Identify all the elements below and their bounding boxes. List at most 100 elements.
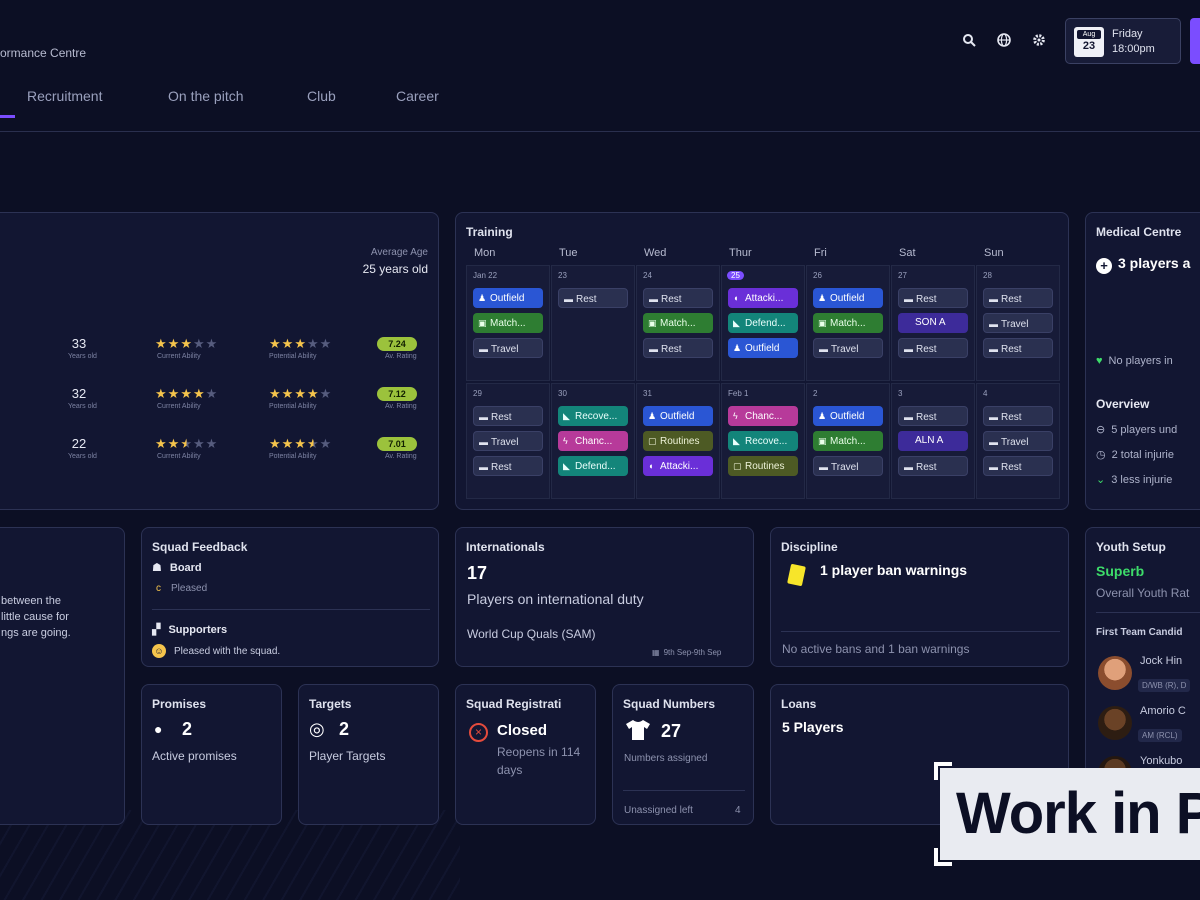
tab-club[interactable]: Club bbox=[307, 88, 336, 104]
tab-recruitment[interactable]: Recruitment bbox=[27, 88, 103, 104]
training-session-chip[interactable]: ◖ Attacki... bbox=[728, 288, 798, 308]
training-day-cell[interactable]: 28 ▬ Rest ▬ Travel ▬ Rest bbox=[976, 265, 1060, 381]
training-session-chip[interactable]: ▬ Rest bbox=[898, 338, 968, 358]
training-session-chip[interactable]: ▢ Routines bbox=[643, 431, 713, 451]
training-day-cell[interactable]: 3 ▬ Rest ALN A ▬ Rest bbox=[891, 383, 975, 499]
tab-on-the-pitch[interactable]: On the pitch bbox=[168, 88, 244, 104]
training-session-chip[interactable]: ▬ Rest bbox=[898, 288, 968, 308]
training-day-cell[interactable]: 2 ♟ Outfield ▣ Match... ▬ Travel bbox=[806, 383, 890, 499]
session-label: Rest bbox=[491, 462, 512, 473]
medical-centre-panel[interactable]: Medical Centre +3 players a ♥ No players … bbox=[1085, 212, 1200, 510]
training-session-chip[interactable]: ▬ Travel bbox=[983, 431, 1053, 451]
training-session-chip[interactable]: ◣ Defend... bbox=[558, 456, 628, 476]
training-session-chip[interactable]: ▬ Rest bbox=[898, 406, 968, 426]
training-day-cell[interactable]: Jan 22 ♟ Outfield ▣ Match... ▬ Travel bbox=[466, 265, 550, 381]
overview-item-2-text: 2 total injurie bbox=[1111, 449, 1174, 461]
training-session-chip[interactable]: ▣ Match... bbox=[643, 313, 713, 333]
supporters-row: ▞ Supporters bbox=[152, 623, 227, 636]
targets-panel[interactable]: Targets ◎ 2 Player Targets bbox=[298, 684, 439, 825]
training-day-cell[interactable]: 31 ♟ Outfield ▢ Routines ◖ Attacki... bbox=[636, 383, 720, 499]
training-session-chip[interactable]: ▬ Rest bbox=[983, 288, 1053, 308]
continue-button[interactable] bbox=[1190, 18, 1200, 64]
training-session-chip[interactable]: ♟ Outfield bbox=[813, 406, 883, 426]
training-session-chip[interactable]: ▬ Rest bbox=[898, 456, 968, 476]
training-day-cell[interactable]: 4 ▬ Rest ▬ Travel ▬ Rest bbox=[976, 383, 1060, 499]
training-day-cell[interactable]: 26 ♟ Outfield ▣ Match... ▬ Travel bbox=[806, 265, 890, 381]
search-icon[interactable] bbox=[961, 33, 977, 49]
training-day-cell[interactable]: 29 ▬ Rest ▬ Travel ▬ Rest bbox=[466, 383, 550, 499]
candidate-1-position: D/WB (R), D bbox=[1138, 679, 1191, 692]
training-day-cell[interactable]: 25 ◖ Attacki... ◣ Defend... ♟ Outfield bbox=[721, 265, 805, 381]
training-session-chip[interactable]: ▬ Rest bbox=[473, 456, 543, 476]
training-day-cell[interactable]: 24 ▬ Rest ▣ Match... ▬ Rest bbox=[636, 265, 720, 381]
training-session-chip[interactable]: ◣ Recove... bbox=[558, 406, 628, 426]
training-session-chip[interactable]: ▢ Routines bbox=[728, 456, 798, 476]
gear-icon[interactable] bbox=[1031, 33, 1047, 49]
tab-career[interactable]: Career bbox=[396, 88, 439, 104]
candidate-2-name[interactable]: Amorio C bbox=[1140, 705, 1186, 717]
training-session-chip[interactable]: ◣ Recove... bbox=[728, 431, 798, 451]
training-session-chip[interactable]: ϟ Chanc... bbox=[558, 431, 628, 451]
session-label: Outfield bbox=[745, 343, 780, 354]
training-day-cell[interactable]: Feb 1 ϟ Chanc... ◣ Recove... ▢ Routines bbox=[721, 383, 805, 499]
training-session-chip[interactable]: ▬ Travel bbox=[983, 313, 1053, 333]
training-day-cell[interactable]: 27 ▬ Rest SON A ▬ Rest bbox=[891, 265, 975, 381]
candidate-1-name[interactable]: Jock Hin bbox=[1140, 655, 1183, 667]
player-row[interactable]: 33 Years old ★★★★★ Current Ability ★★★★★ Pote… bbox=[0, 336, 431, 370]
training-session-chip[interactable]: ◣ Defend... bbox=[728, 313, 798, 333]
squad-feedback-panel[interactable]: Squad Feedback ☗ Board c Pleased ▞ Supporte… bbox=[141, 527, 439, 667]
board-label: Board bbox=[169, 562, 202, 574]
training-session-chip[interactable]: ϟ Chanc... bbox=[728, 406, 798, 426]
training-session-chip[interactable]: ▬ Travel bbox=[473, 431, 543, 451]
promises-panel[interactable]: Promises ● 2 Active promises bbox=[141, 684, 282, 825]
training-session-chip[interactable]: ♟ Outfield bbox=[813, 288, 883, 308]
session-label: Rest bbox=[916, 462, 937, 473]
avatar[interactable] bbox=[1098, 706, 1132, 740]
clock-icon: ◷ bbox=[1096, 449, 1106, 461]
cell-date: Feb 1 bbox=[728, 389, 749, 398]
left-feedback-panel[interactable]: between the little cause for ngs are goi… bbox=[0, 527, 125, 825]
candidate-3-name[interactable]: Yonkubo bbox=[1140, 755, 1183, 767]
discipline-panel[interactable]: Discipline 1 player ban warnings No acti… bbox=[770, 527, 1069, 667]
training-session-chip[interactable]: SON A bbox=[898, 313, 968, 333]
training-day-cell[interactable]: 30 ◣ Recove... ϟ Chanc... ◣ Defend... bbox=[551, 383, 635, 499]
session-icon: ♟ bbox=[648, 411, 657, 421]
day-header: Mon bbox=[474, 247, 496, 259]
training-session-chip[interactable]: ♟ Outfield bbox=[643, 406, 713, 426]
calendar-icon: Aug 23 bbox=[1074, 27, 1104, 57]
training-session-chip[interactable]: ▬ Rest bbox=[643, 288, 713, 308]
training-session-chip[interactable]: ♟ Outfield bbox=[473, 288, 543, 308]
training-day-cell[interactable]: 23 ▬ Rest bbox=[551, 265, 635, 381]
training-session-chip[interactable]: ▬ Rest bbox=[643, 338, 713, 358]
training-session-chip[interactable]: ▣ Match... bbox=[813, 431, 883, 451]
training-session-chip[interactable]: ALN A bbox=[898, 431, 968, 451]
training-session-chip[interactable]: ▣ Match... bbox=[813, 313, 883, 333]
squad-numbers-panel[interactable]: Squad Numbers 27 Numbers assigned Unassi… bbox=[612, 684, 754, 825]
session-label: Defend... bbox=[575, 461, 616, 472]
board-status-icon: c bbox=[156, 583, 161, 594]
training-session-chip[interactable]: ▬ Travel bbox=[813, 338, 883, 358]
squad-registration-panel[interactable]: Squad Registrati × Closed Reopens in 114… bbox=[455, 684, 596, 825]
board-icon: ☗ bbox=[152, 562, 162, 574]
date-widget[interactable]: Aug 23 Friday 18:00pm bbox=[1065, 18, 1181, 64]
training-session-chip[interactable]: ▬ Rest bbox=[983, 406, 1053, 426]
training-session-chip[interactable]: ▬ Rest bbox=[983, 338, 1053, 358]
player-row[interactable]: 22 Years old ★★★★★ Current Ability ★★★★★ Pote… bbox=[0, 436, 431, 470]
training-session-chip[interactable]: ▬ Rest bbox=[473, 406, 543, 426]
training-session-chip[interactable]: ♟ Outfield bbox=[728, 338, 798, 358]
training-session-chip[interactable]: ▬ Travel bbox=[473, 338, 543, 358]
training-session-chip[interactable]: ▣ Match... bbox=[473, 313, 543, 333]
internationals-panel[interactable]: Internationals 17 Players on internation… bbox=[455, 527, 754, 667]
training-session-chip[interactable]: ▬ Travel bbox=[813, 456, 883, 476]
session-icon: ▬ bbox=[989, 462, 998, 472]
training-panel[interactable]: Training Mon Tue Wed Thur Fri Sat Sun Jan 22 ♟ Ou… bbox=[455, 212, 1069, 510]
cell-date: 2 bbox=[813, 389, 818, 398]
cell-date: 30 bbox=[558, 389, 567, 398]
avatar[interactable] bbox=[1098, 656, 1132, 690]
globe-icon[interactable] bbox=[996, 33, 1012, 49]
training-session-chip[interactable]: ◖ Attacki... bbox=[643, 456, 713, 476]
player-row[interactable]: 32 Years old ★★★★★ Current Ability ★★★★★ Pote… bbox=[0, 386, 431, 420]
session-icon: ▬ bbox=[904, 344, 913, 354]
training-session-chip[interactable]: ▬ Rest bbox=[558, 288, 628, 308]
training-session-chip[interactable]: ▬ Rest bbox=[983, 456, 1053, 476]
